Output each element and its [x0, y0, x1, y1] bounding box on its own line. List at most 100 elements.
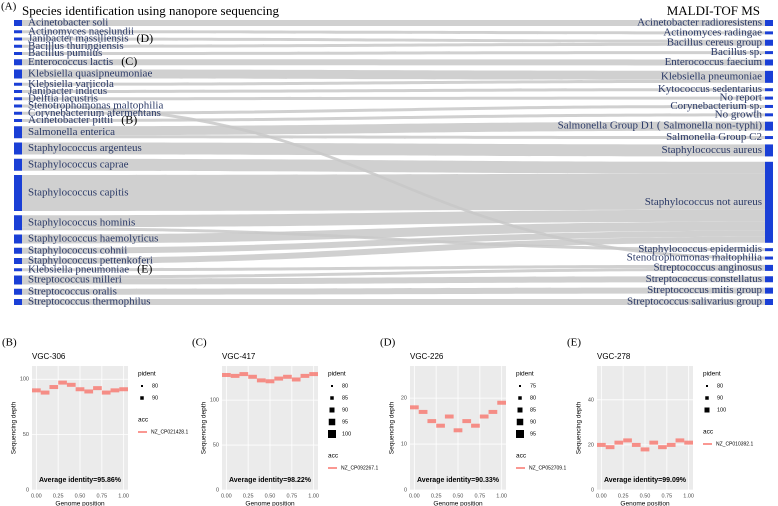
right-node	[765, 39, 773, 46]
x-tick-label: 0.25	[53, 493, 64, 499]
legend-label: 80	[530, 395, 536, 401]
left-node-label: Staphylococcus argenteus	[28, 142, 142, 154]
sankey-link	[22, 236, 765, 264]
left-node-label: Staphylococcus hominis	[28, 216, 135, 228]
left-node	[14, 175, 22, 211]
left-node	[14, 104, 22, 108]
legend-title: pident	[328, 371, 346, 378]
x-tick-label: 0.75	[96, 493, 107, 499]
left-node-label: Klebsiella pneumoniae	[28, 263, 129, 275]
legend-key	[705, 396, 709, 400]
depth-segment	[418, 409, 428, 414]
right-node	[765, 248, 773, 252]
left-node-label: Bacillus pumilus	[28, 47, 102, 59]
sankey-link	[22, 59, 765, 66]
right-node	[765, 287, 773, 294]
y-tick-label: 50	[213, 443, 219, 449]
sankey-link	[22, 96, 765, 101]
x-tick-label: 0.25	[618, 493, 629, 499]
y-axis-label: Sequencing depth	[576, 401, 583, 454]
right-node-label: Streptococcus salivarius group	[627, 296, 763, 308]
y-tick-label: 0	[216, 487, 219, 493]
sankey-link	[22, 230, 765, 254]
legend-title: pident	[516, 371, 534, 378]
panel-title: VGC-226	[410, 352, 444, 361]
x-tick-label: 0.00	[31, 493, 42, 499]
depth-segment	[479, 414, 489, 419]
legend-label: NZ_CP010392.1	[716, 441, 753, 447]
x-tick-label: 0.50	[453, 493, 464, 499]
right-node-label: Enterococcus faecium	[665, 56, 763, 68]
x-tick-label: 0.75	[286, 493, 297, 499]
depth-segment	[597, 442, 606, 447]
y-tick-label: 0	[404, 487, 407, 493]
y-tick-label: 0	[26, 487, 29, 493]
right-node	[765, 121, 773, 131]
depth-segment	[684, 440, 693, 445]
depth-segment	[436, 423, 445, 428]
sankey-link	[22, 20, 765, 26]
right-node-label: Actinomyces radingae	[663, 26, 762, 38]
right-node-label: No report	[720, 92, 762, 104]
depth-segment	[239, 372, 249, 377]
links	[22, 20, 765, 305]
legend-label: 80	[342, 383, 348, 389]
panel-label: (E)	[567, 337, 581, 349]
right-node	[765, 264, 773, 271]
depth-segment	[444, 414, 454, 419]
depth-segment	[265, 379, 275, 384]
left-node	[14, 275, 22, 285]
y-tick-label: 100	[20, 377, 29, 383]
legend-label: 80	[717, 383, 723, 389]
depth-segment	[410, 405, 419, 410]
legend-label: 75	[530, 383, 536, 389]
right-node	[765, 113, 773, 117]
sankey-link	[22, 287, 765, 295]
x-axis-label: Genome position	[245, 501, 295, 506]
legend-key	[141, 385, 143, 387]
annotation: Average identity=99.09%	[604, 477, 687, 484]
x-tick-label: 0.00	[596, 493, 607, 499]
x-tick-label: 1.00	[496, 493, 507, 499]
x-tick-label: 0.25	[431, 493, 442, 499]
depth-segment	[623, 438, 632, 443]
sankey-link	[22, 142, 765, 157]
right-node	[765, 59, 773, 66]
right-node-label: Bacillus cereus group	[667, 36, 763, 48]
left-node	[14, 52, 22, 55]
left-node-label: Staphylococcus cohnii	[28, 244, 127, 256]
sankey-link	[22, 104, 765, 115]
left-node-label: Janibacter indicus	[28, 85, 107, 97]
panel-label: (A)	[1, 1, 17, 13]
legend-label: 90	[717, 395, 723, 401]
sankey-link	[22, 30, 765, 35]
x-axis-label: Genome position	[55, 501, 105, 506]
x-tick-label: 0.00	[409, 493, 420, 499]
right-node-label: Salmonella Group C2	[666, 131, 762, 143]
legend-title: acc	[703, 429, 714, 436]
right-node	[765, 299, 773, 305]
sankey-link	[22, 209, 765, 228]
sankey-link	[22, 121, 765, 136]
depth-segment	[93, 386, 102, 391]
right-node	[765, 88, 773, 92]
left-node-label: Klebsiella quasipneumoniae	[28, 68, 152, 80]
depth-segment	[497, 400, 506, 405]
left-node-label: Stenotrophomonas maltophilia	[28, 100, 163, 112]
y-axis-label: Sequencing depth	[201, 401, 208, 454]
panel-label: (D)	[380, 337, 396, 349]
legend-label: 90	[152, 395, 158, 401]
left-node	[14, 97, 22, 101]
left-node	[14, 299, 22, 305]
left-node	[14, 268, 22, 272]
depth-segment	[119, 387, 128, 392]
left-title: Species identification using nanopore se…	[22, 3, 280, 18]
left-node	[14, 247, 22, 254]
right-node-label: Klebsiella pneumoniae	[661, 70, 762, 82]
legend-label: 85	[342, 395, 348, 401]
panel-title: VGC-278	[597, 352, 631, 361]
depth-segment	[300, 373, 310, 378]
legend-label: 100	[717, 407, 726, 413]
annotation: Average identity=90.33%	[417, 477, 500, 484]
depth-segment	[309, 372, 318, 377]
